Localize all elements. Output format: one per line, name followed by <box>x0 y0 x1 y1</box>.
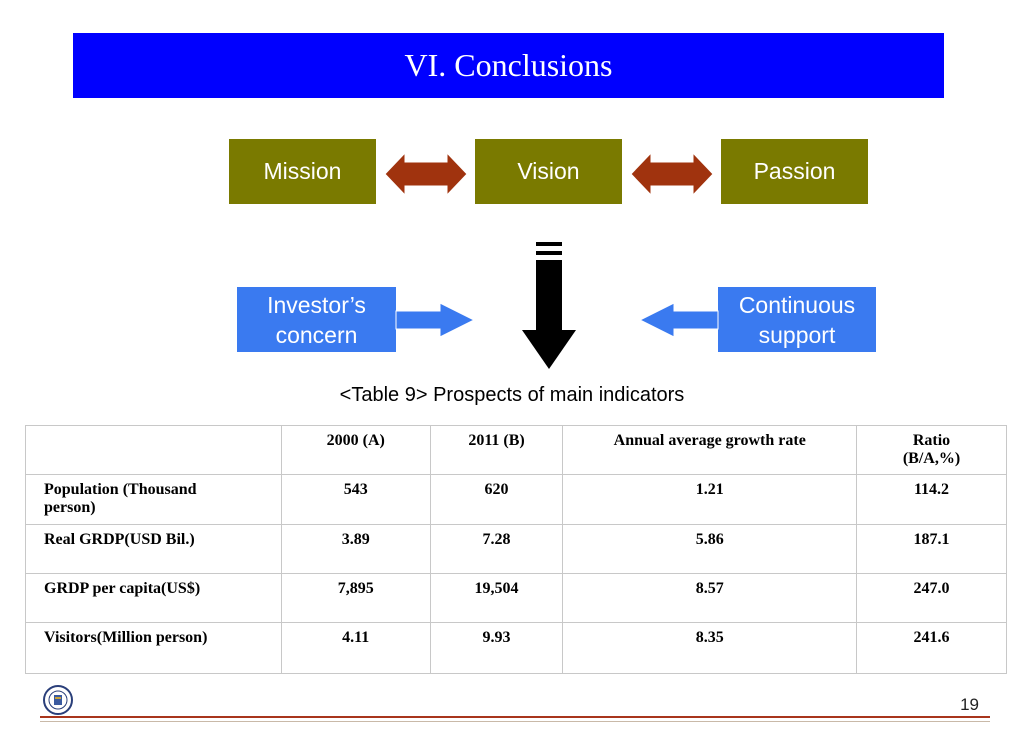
table-cell: 3.89 <box>280 524 431 574</box>
support-line2: support <box>758 321 836 348</box>
table-row: Population (Thousand person) 543 620 1.2… <box>25 474 1007 525</box>
table-cell: 4.11 <box>280 622 431 674</box>
row-label: Real GRDP(USD Bil.) <box>25 524 282 574</box>
investor-concern-box: Investor’s concern <box>237 287 396 352</box>
footer-divider <box>40 721 990 722</box>
table-cell: 187.1 <box>856 524 1007 574</box>
table-cell: 8.57 <box>562 573 857 623</box>
table-cell: 114.2 <box>856 474 1007 525</box>
table-cell: 5.86 <box>562 524 857 574</box>
double-arrow-icon <box>630 151 714 197</box>
header-cell: 2000 (A) <box>280 425 431 475</box>
header-cell <box>25 425 282 475</box>
table-cell: 241.6 <box>856 622 1007 674</box>
down-arrow-icon <box>522 242 576 369</box>
table-cell: 1.21 <box>562 474 857 525</box>
table-row: GRDP per capita(US$) 7,895 19,504 8.57 2… <box>25 573 1007 623</box>
table-cell: 247.0 <box>856 573 1007 623</box>
investor-line1: Investor’s <box>267 291 366 318</box>
slide-title: VI. Conclusions <box>404 47 613 83</box>
support-line1: Continuous <box>738 291 856 318</box>
mission-label: Mission <box>263 158 342 184</box>
header-cell: 2011 (B) <box>429 425 564 475</box>
left-arrow-icon <box>638 302 719 338</box>
row-label: Visitors(Million person) <box>25 622 282 674</box>
page-number: 19 <box>960 695 979 714</box>
investor-line2: concern <box>275 321 358 348</box>
table-caption: <Table 9> Prospects of main indicators <box>339 384 685 406</box>
table-cell: 543 <box>280 474 431 525</box>
table-cell: 7,895 <box>280 573 431 623</box>
table-cell: 9.93 <box>429 622 564 674</box>
right-arrow-icon <box>395 302 476 338</box>
table-header-row: 2000 (A) 2011 (B) Annual average growth … <box>25 425 1007 475</box>
university-seal-icon <box>43 685 73 715</box>
continuous-support-box: Continuous support <box>718 287 876 352</box>
passion-label: Passion <box>753 158 836 184</box>
table-cell: 7.28 <box>429 524 564 574</box>
title-bar: VI. Conclusions <box>73 33 944 98</box>
mission-box: Mission <box>229 139 376 204</box>
vision-label: Vision <box>517 158 580 184</box>
indicators-table: 2000 (A) 2011 (B) Annual average growth … <box>25 425 1007 674</box>
table-row: Visitors(Million person) 4.11 9.93 8.35 … <box>25 622 1007 674</box>
passion-box: Passion <box>721 139 868 204</box>
header-cell: Annual average growth rate <box>562 425 857 475</box>
double-arrow-icon <box>384 151 468 197</box>
table-cell: 620 <box>429 474 564 525</box>
vision-box: Vision <box>475 139 622 204</box>
table-cell: 8.35 <box>562 622 857 674</box>
row-label: Population (Thousand person) <box>25 474 282 525</box>
row-label: GRDP per capita(US$) <box>25 573 282 623</box>
table-row: Real GRDP(USD Bil.) 3.89 7.28 5.86 187.1 <box>25 524 1007 574</box>
footer-divider <box>40 716 990 718</box>
table-cell: 19,504 <box>429 573 564 623</box>
header-cell: Ratio (B/A,%) <box>856 425 1007 475</box>
